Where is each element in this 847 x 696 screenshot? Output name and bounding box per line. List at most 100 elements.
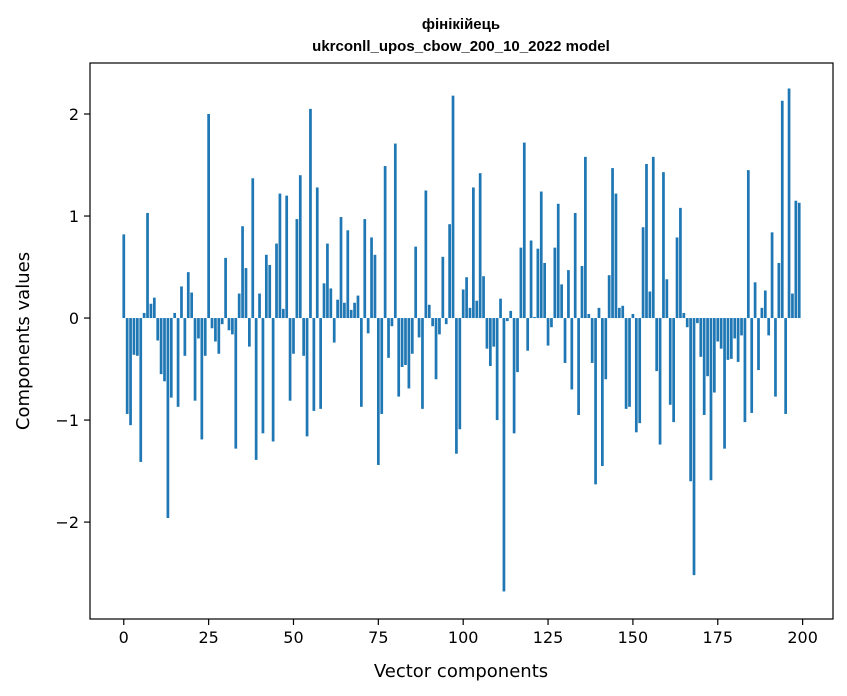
bar-58 — [319, 318, 322, 409]
bar-4 — [135, 318, 139, 356]
bar-5 — [139, 318, 143, 462]
bar-184 — [746, 170, 750, 319]
bar-13 — [166, 318, 170, 519]
bar-143 — [607, 275, 611, 319]
bar-10 — [156, 318, 160, 341]
bar-17 — [180, 286, 183, 319]
bar-145 — [614, 193, 618, 319]
bar-52 — [298, 175, 302, 319]
bar-172 — [706, 318, 709, 377]
bar-159 — [662, 172, 665, 319]
bar-60 — [326, 243, 329, 319]
bar-166 — [685, 318, 689, 328]
y-tick-label: −1 — [55, 411, 79, 430]
bar-96 — [448, 224, 451, 319]
bar-118 — [522, 142, 526, 319]
bar-199 — [797, 202, 801, 319]
bar-72 — [366, 318, 370, 334]
bar-85 — [410, 318, 414, 354]
bar-79 — [390, 318, 394, 327]
bar-197 — [791, 293, 794, 319]
bar-151 — [634, 318, 638, 433]
bar-94 — [441, 256, 445, 319]
bar-174 — [713, 318, 716, 393]
bar-107 — [485, 318, 489, 349]
bar-12 — [163, 318, 166, 382]
bar-24 — [203, 318, 207, 356]
y-axis-ticks: −2 −1 0 1 2 — [55, 105, 90, 532]
bar-14 — [169, 318, 173, 398]
bar-181 — [736, 318, 740, 362]
bar-144 — [611, 168, 614, 319]
bar-7 — [146, 212, 149, 319]
bar-75 — [376, 318, 380, 465]
bar-27 — [214, 318, 217, 342]
bar-123 — [539, 191, 543, 319]
bar-38 — [251, 178, 255, 319]
bar-43 — [268, 265, 272, 319]
bar-54 — [305, 318, 309, 437]
bar-161 — [668, 318, 672, 405]
bar-119 — [526, 318, 530, 351]
bar-190 — [767, 318, 771, 336]
bar-49 — [288, 318, 292, 401]
bar-115 — [512, 318, 516, 434]
bar-112 — [502, 318, 506, 592]
bar-42 — [264, 254, 268, 319]
bar-103 — [472, 187, 475, 319]
bar-183 — [743, 318, 747, 423]
x-tick-label: 100 — [448, 628, 479, 647]
x-tick-label: 50 — [283, 628, 303, 647]
bar-32 — [231, 318, 234, 335]
bar-45 — [275, 243, 278, 319]
bar-39 — [254, 318, 258, 460]
bar-92 — [434, 318, 438, 380]
bar-33 — [234, 318, 238, 449]
bar-188 — [760, 307, 764, 319]
bar-179 — [729, 318, 733, 359]
bar-37 — [248, 318, 251, 347]
bar-70 — [360, 318, 363, 407]
bar-63 — [336, 299, 339, 319]
bar-150 — [631, 313, 635, 319]
bar-64 — [339, 217, 343, 319]
bar-98 — [455, 318, 458, 454]
bar-34 — [237, 293, 241, 319]
bar-69 — [356, 295, 360, 319]
bar-83 — [404, 318, 407, 365]
bar-147 — [621, 305, 625, 319]
bar-80 — [393, 143, 397, 319]
bar-11 — [159, 318, 163, 375]
bar-164 — [679, 207, 682, 319]
bar-148 — [624, 318, 628, 409]
bar-36 — [244, 268, 248, 319]
bar-61 — [329, 288, 333, 319]
bar-175 — [716, 318, 720, 342]
bar-198 — [794, 200, 798, 319]
bar-177 — [723, 318, 726, 449]
bar-51 — [295, 219, 299, 319]
bar-68 — [353, 302, 356, 319]
bar-87 — [417, 318, 421, 338]
bar-186 — [753, 282, 757, 319]
bar-44 — [271, 318, 275, 442]
bar-131 — [567, 270, 570, 319]
bar-6 — [142, 312, 146, 319]
bar-173 — [709, 318, 713, 481]
bar-133 — [573, 212, 577, 319]
bar-25 — [207, 114, 210, 319]
bar-194 — [780, 100, 784, 319]
bar-108 — [488, 318, 492, 366]
bar-116 — [516, 318, 519, 373]
bar-40 — [258, 293, 261, 319]
bar-30 — [224, 257, 227, 319]
bar-187 — [757, 318, 760, 371]
bar-89 — [424, 190, 428, 319]
bar-65 — [343, 302, 346, 319]
bar-104 — [475, 300, 479, 319]
bar-185 — [750, 318, 754, 413]
bar-122 — [536, 248, 540, 319]
bar-23 — [200, 318, 204, 440]
bar-106 — [482, 276, 485, 319]
bar-18 — [183, 318, 187, 356]
